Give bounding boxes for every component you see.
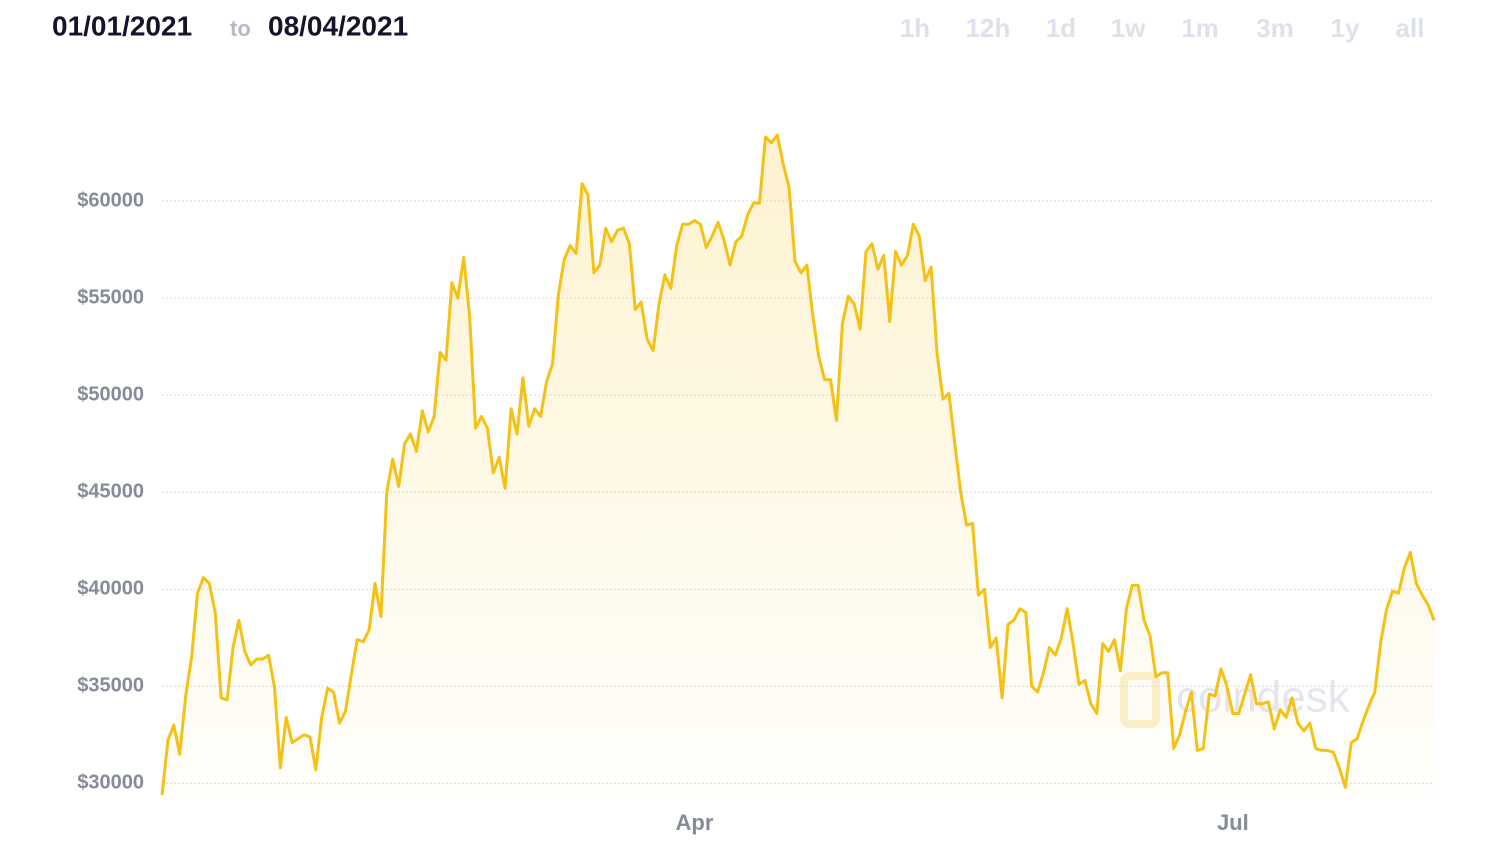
date-to: 08/04/2021 (268, 10, 408, 41)
y-tick-label: $55000 (77, 286, 144, 308)
y-tick-label: $40000 (77, 578, 144, 600)
date-from: 01/01/2021 (52, 10, 192, 41)
range-button[interactable]: 1m (1181, 13, 1219, 43)
range-button[interactable]: 1h (900, 13, 930, 43)
range-button[interactable]: all (1396, 13, 1425, 43)
y-tick-label: $50000 (77, 383, 144, 405)
range-button[interactable]: 12h (966, 13, 1011, 43)
area (162, 135, 1434, 796)
range-button[interactable]: 3m (1256, 13, 1294, 43)
range-button[interactable]: 1w (1111, 13, 1146, 43)
range-button[interactable]: 1y (1331, 13, 1360, 43)
x-tick-label: Apr (676, 810, 714, 835)
price-line (160, 133, 1436, 796)
x-tick-label: Jul (1217, 810, 1249, 835)
range-button[interactable]: 1d (1046, 13, 1076, 43)
y-tick-label: $30000 (77, 772, 144, 794)
date-separator: to (230, 16, 251, 41)
y-tick-label: $35000 (77, 675, 144, 697)
y-tick-label: $45000 (77, 480, 144, 502)
y-tick-label: $60000 (77, 189, 144, 211)
